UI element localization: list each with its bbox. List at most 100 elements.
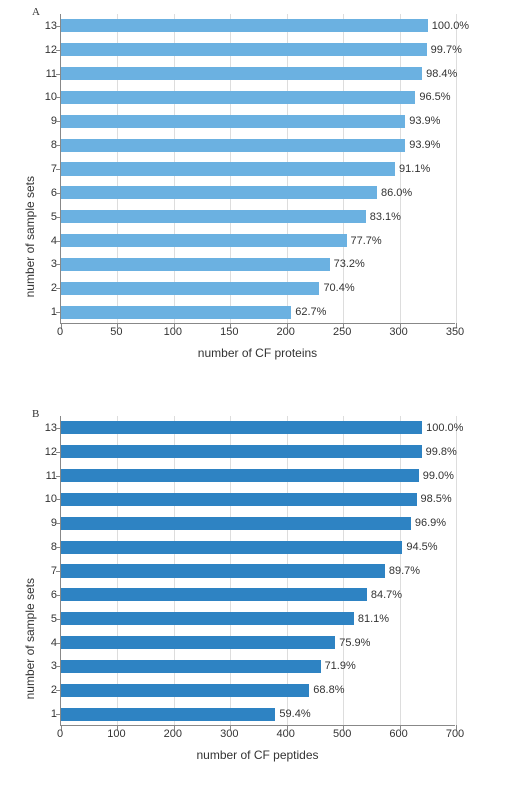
bar: 84.7% xyxy=(61,588,367,601)
bar: 91.1% xyxy=(61,162,395,175)
bar: 94.5% xyxy=(61,541,402,554)
bar-value-label: 89.7% xyxy=(385,565,420,577)
bar: 96.5% xyxy=(61,91,415,104)
bar: 73.2% xyxy=(61,258,330,271)
x-axis-title: number of CF proteins xyxy=(60,346,455,360)
x-tick-label: 350 xyxy=(446,326,464,338)
x-tick-label: 0 xyxy=(57,326,63,338)
bar-value-label: 93.9% xyxy=(405,139,440,151)
bar-fill xyxy=(61,115,405,128)
y-tick-label: 1 xyxy=(41,306,57,318)
y-tick-label: 4 xyxy=(41,235,57,247)
bar-value-label: 96.9% xyxy=(411,517,446,529)
bar-fill xyxy=(61,19,428,32)
panel-b: B12345678910111213100.0%99.8%99.0%98.5%9… xyxy=(0,402,513,780)
x-tick-label: 100 xyxy=(164,326,182,338)
bar-fill xyxy=(61,306,291,319)
bar: 86.0% xyxy=(61,186,377,199)
y-tick-label: 6 xyxy=(41,589,57,601)
bar-fill xyxy=(61,162,395,175)
panel-a: A12345678910111213100.0%99.7%98.4%96.5%9… xyxy=(0,0,513,378)
x-tick-label: 300 xyxy=(389,326,407,338)
bar: 77.7% xyxy=(61,234,347,247)
bar-fill xyxy=(61,445,422,458)
bar: 83.1% xyxy=(61,210,366,223)
bar: 99.7% xyxy=(61,43,427,56)
bar-fill xyxy=(61,684,309,697)
bar-fill xyxy=(61,708,275,721)
bar: 89.7% xyxy=(61,564,385,577)
y-tick-label: 2 xyxy=(41,684,57,696)
y-tick-label: 5 xyxy=(41,613,57,625)
bar-value-label: 100.0% xyxy=(422,422,463,434)
y-tick-label: 9 xyxy=(41,115,57,127)
bar: 75.9% xyxy=(61,636,335,649)
y-tick-label: 10 xyxy=(41,91,57,103)
figure: A12345678910111213100.0%99.7%98.4%96.5%9… xyxy=(0,0,513,780)
bar-fill xyxy=(61,210,366,223)
bar: 71.9% xyxy=(61,660,321,673)
y-tick-label: 11 xyxy=(41,470,57,482)
panel-spacer xyxy=(0,378,513,402)
bar: 98.4% xyxy=(61,67,422,80)
y-tick-label: 7 xyxy=(41,163,57,175)
bar-fill xyxy=(61,469,419,482)
bar-fill xyxy=(61,67,422,80)
bar-value-label: 77.7% xyxy=(347,235,382,247)
bar-value-label: 62.7% xyxy=(291,306,326,318)
x-tick-label: 100 xyxy=(107,728,125,740)
y-tick-label: 10 xyxy=(41,493,57,505)
x-tick-label: 0 xyxy=(57,728,63,740)
bar-fill xyxy=(61,588,367,601)
x-tick-label: 200 xyxy=(164,728,182,740)
y-tick-label: 3 xyxy=(41,660,57,672)
bar: 81.1% xyxy=(61,612,354,625)
plot-area: 12345678910111213100.0%99.7%98.4%96.5%93… xyxy=(60,14,455,324)
x-axis-title: number of CF peptides xyxy=(60,748,455,762)
bar-value-label: 99.7% xyxy=(427,44,462,56)
panel-label: A xyxy=(32,6,40,18)
y-tick-label: 13 xyxy=(41,20,57,32)
bar-value-label: 99.8% xyxy=(422,446,457,458)
bar-fill xyxy=(61,234,347,247)
y-tick-label: 12 xyxy=(41,44,57,56)
bar-value-label: 81.1% xyxy=(354,613,389,625)
bar-fill xyxy=(61,517,411,530)
bar-fill xyxy=(61,91,415,104)
bar: 68.8% xyxy=(61,684,309,697)
bar-value-label: 71.9% xyxy=(321,660,356,672)
bar-fill xyxy=(61,421,422,434)
x-tick-label: 150 xyxy=(220,326,238,338)
bar-value-label: 100.0% xyxy=(428,20,469,32)
bar-fill xyxy=(61,660,321,673)
gridline xyxy=(456,14,457,323)
bar-value-label: 93.9% xyxy=(405,115,440,127)
bar-value-label: 73.2% xyxy=(330,258,365,270)
bar: 96.9% xyxy=(61,517,411,530)
y-tick-label: 13 xyxy=(41,422,57,434)
y-tick-label: 2 xyxy=(41,282,57,294)
bar-fill xyxy=(61,139,405,152)
y-axis-title: number of sample sets xyxy=(23,578,37,699)
y-tick-label: 4 xyxy=(41,637,57,649)
x-tick-label: 500 xyxy=(333,728,351,740)
plot-area: 12345678910111213100.0%99.8%99.0%98.5%96… xyxy=(60,416,455,726)
bar-fill xyxy=(61,43,427,56)
bar-value-label: 86.0% xyxy=(377,187,412,199)
y-tick-label: 3 xyxy=(41,258,57,270)
bar-value-label: 98.5% xyxy=(417,493,452,505)
bar: 62.7% xyxy=(61,306,291,319)
bar-value-label: 70.4% xyxy=(319,282,354,294)
y-tick-label: 11 xyxy=(41,68,57,80)
x-tick-label: 400 xyxy=(277,728,295,740)
bar: 99.8% xyxy=(61,445,422,458)
bar-fill xyxy=(61,541,402,554)
bar-value-label: 68.8% xyxy=(309,684,344,696)
bar-fill xyxy=(61,564,385,577)
bar-fill xyxy=(61,636,335,649)
bar: 93.9% xyxy=(61,115,405,128)
y-tick-label: 7 xyxy=(41,565,57,577)
bar-fill xyxy=(61,258,330,271)
bar-value-label: 96.5% xyxy=(415,91,450,103)
gridline xyxy=(456,416,457,725)
